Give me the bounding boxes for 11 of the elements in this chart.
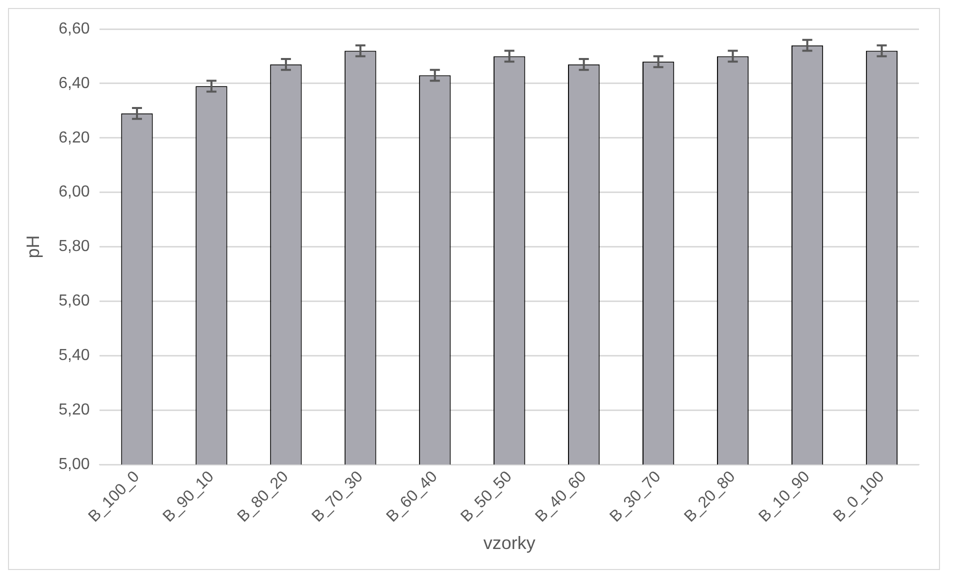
y-tick-label: 5,80: [58, 238, 90, 256]
y-tick-label: 5,20: [58, 401, 90, 418]
y-tick-label: 6,20: [58, 129, 90, 146]
y-tick-label: 5,60: [58, 292, 90, 310]
y-tick-label: 6,40: [58, 74, 90, 92]
x-axis-title: vzorky: [483, 533, 536, 554]
y-axis-title: pH: [22, 235, 43, 258]
y-tick-label: 6,60: [58, 20, 90, 38]
y-tick-label: 5,40: [58, 347, 90, 364]
y-tick-label: 5,00: [58, 456, 90, 473]
y-tick-label: 6,00: [58, 184, 90, 201]
